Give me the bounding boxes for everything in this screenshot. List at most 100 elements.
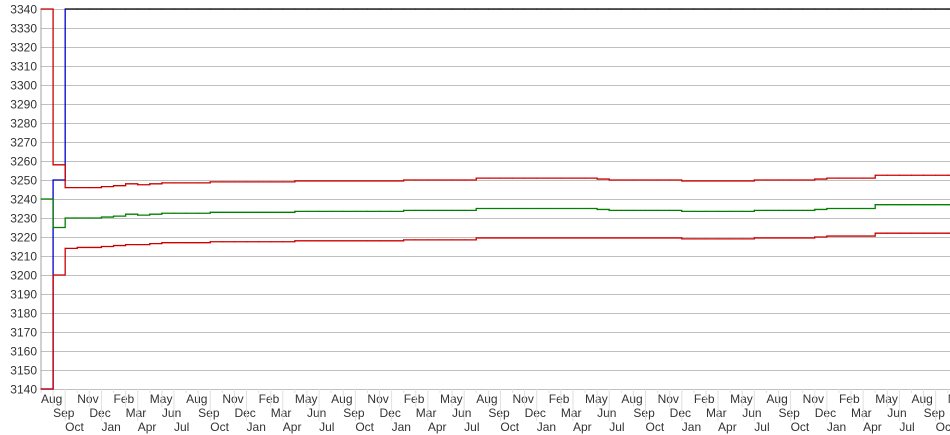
x-tick-label: Oct — [210, 420, 229, 434]
data-point — [935, 232, 937, 234]
data-point — [112, 185, 115, 187]
data-point — [717, 238, 719, 240]
data-point — [487, 177, 489, 179]
data-point — [753, 179, 755, 181]
data-point — [548, 8, 550, 10]
data-point — [209, 211, 211, 213]
data-point — [644, 209, 647, 211]
data-point — [209, 8, 211, 10]
gridlines — [41, 9, 950, 390]
data-point — [753, 8, 755, 10]
data-point — [330, 180, 332, 182]
data-point — [886, 232, 888, 234]
data-point — [233, 241, 236, 243]
data-point — [874, 174, 876, 176]
y-tick-label: 3180 — [10, 307, 37, 321]
data-point — [850, 177, 852, 179]
x-tick-label: Feb — [259, 392, 280, 406]
data-point — [536, 177, 538, 179]
data-point — [88, 187, 90, 189]
data-point — [427, 239, 429, 241]
data-point — [499, 8, 502, 10]
data-point — [403, 179, 405, 181]
data-point — [282, 241, 284, 243]
data-point — [342, 210, 344, 212]
data-point — [342, 180, 344, 182]
data-point — [874, 8, 876, 10]
data-point — [161, 242, 163, 244]
data-point — [838, 207, 840, 210]
data-point — [898, 174, 900, 176]
data-point — [584, 177, 586, 179]
data-point — [282, 211, 284, 213]
data-point — [729, 210, 731, 212]
data-point — [221, 8, 223, 10]
y-tick-label: 3290 — [10, 98, 37, 112]
data-point — [197, 182, 199, 184]
data-point — [729, 238, 731, 240]
data-point — [681, 8, 683, 10]
data-point — [475, 177, 477, 179]
x-tick-label: Mar — [271, 406, 292, 420]
data-point — [185, 242, 187, 244]
data-point — [898, 8, 900, 10]
data-point — [789, 237, 792, 239]
data-point — [935, 174, 937, 176]
data-point — [729, 180, 731, 182]
data-point — [427, 179, 429, 181]
data-point — [620, 179, 622, 181]
data-point — [391, 210, 393, 212]
data-point — [245, 241, 248, 243]
x-tick-label: Oct — [936, 420, 950, 434]
y-tick-label: 3320 — [10, 41, 37, 55]
data-point — [560, 237, 562, 239]
x-tick-label: Oct — [646, 420, 665, 434]
data-point — [910, 204, 913, 206]
data-point — [741, 238, 743, 240]
x-tick-label: Jun — [452, 406, 471, 420]
data-point — [548, 237, 550, 239]
x-tick-label: Feb — [839, 392, 860, 406]
x-tick-label: Sep — [924, 406, 946, 420]
data-point — [185, 182, 187, 184]
x-tick-label: Mar — [706, 406, 727, 420]
data-point — [669, 209, 671, 211]
x-tick-label: Oct — [355, 420, 374, 434]
data-point — [125, 244, 127, 246]
y-tick-label: 3270 — [10, 136, 37, 150]
x-tick-label: Nov — [803, 392, 824, 406]
x-tick-label: Jan — [537, 420, 556, 434]
data-point — [874, 204, 876, 206]
data-point — [52, 274, 54, 276]
x-tick-label: Sep — [778, 406, 800, 420]
data-point — [572, 177, 574, 179]
data-point — [536, 237, 538, 239]
data-point — [826, 8, 828, 10]
y-tick-label: 3220 — [10, 231, 37, 245]
x-tick-label: Apr — [863, 420, 882, 434]
x-tick-label: Mar — [126, 406, 147, 420]
data-point — [100, 216, 103, 218]
data-point — [789, 8, 792, 10]
data-point — [64, 247, 66, 249]
data-point — [76, 8, 78, 10]
data-point — [245, 211, 248, 213]
y-tick-label: 3260 — [10, 155, 37, 169]
data-point — [161, 182, 163, 184]
x-tick-label: Jan — [101, 420, 120, 434]
data-point — [511, 207, 514, 210]
data-point — [802, 179, 804, 181]
data-point — [112, 8, 115, 10]
x-tick-label: Jun — [887, 406, 906, 420]
data-point — [838, 177, 840, 179]
data-point — [910, 174, 913, 176]
x-tick-label: May — [295, 392, 318, 406]
data-point — [76, 217, 78, 219]
data-point — [294, 240, 296, 242]
data-point — [233, 181, 236, 183]
data-point — [620, 209, 622, 211]
x-tick-label: Apr — [283, 420, 302, 434]
x-tick-label: Oct — [791, 420, 810, 434]
x-tick-label: Oct — [500, 420, 519, 434]
data-point — [427, 8, 429, 10]
